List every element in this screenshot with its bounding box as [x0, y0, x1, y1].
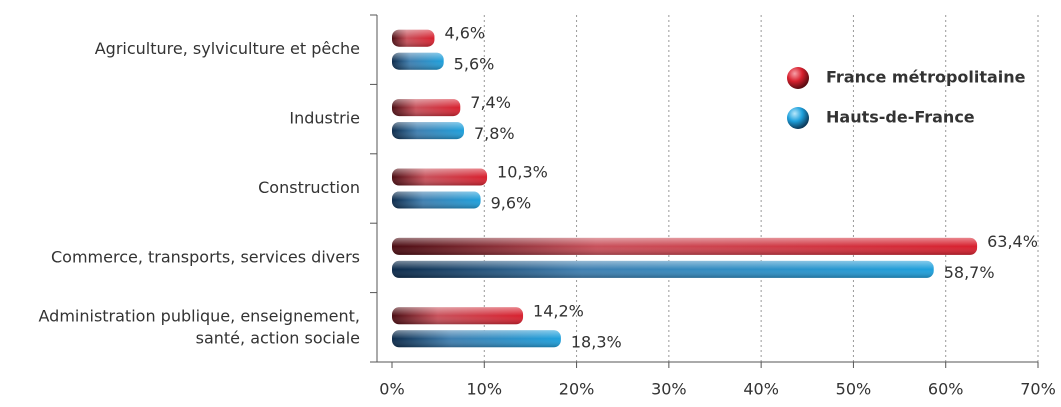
- bar: [392, 99, 461, 117]
- x-tick-label: 50%: [836, 380, 872, 399]
- bar: [392, 122, 464, 140]
- x-tick-label: 0%: [379, 380, 404, 399]
- legend-label: Hauts-de-France: [826, 108, 975, 127]
- bar: [392, 237, 978, 255]
- bar: [392, 168, 488, 186]
- data-label: 14,2%: [533, 301, 584, 320]
- x-tick-label: 10%: [467, 380, 503, 399]
- legend: France métropolitaine Hauts-de-France: [787, 67, 1026, 129]
- data-label: 10,3%: [497, 163, 548, 182]
- data-label: 58,7%: [944, 263, 995, 282]
- data-label: 18,3%: [571, 332, 622, 351]
- y-tick-label: Construction: [258, 178, 360, 197]
- y-tick-label: Commerce, transports, services divers: [51, 247, 360, 266]
- data-label: 7,8%: [474, 124, 515, 143]
- data-label: 9,6%: [491, 194, 532, 213]
- data-label: 5,6%: [454, 55, 495, 74]
- bar: [392, 52, 444, 70]
- x-tick-label: 20%: [559, 380, 595, 399]
- legend-marker: [787, 67, 809, 89]
- x-tick-label: 30%: [651, 380, 687, 399]
- x-tick-label: 40%: [743, 380, 779, 399]
- bar: [392, 330, 561, 348]
- bar: [392, 29, 435, 47]
- bar: [392, 191, 481, 209]
- y-tick-label: Administration publique, enseignement, sa…: [39, 306, 361, 347]
- y-tick-label: Industrie: [289, 109, 360, 128]
- x-tick-label: 60%: [928, 380, 964, 399]
- y-tick-label: Agriculture, sylviculture et pêche: [95, 39, 360, 58]
- legend-marker: [787, 107, 809, 129]
- bar: [392, 307, 524, 325]
- x-tick-label: 70%: [1020, 380, 1056, 399]
- data-label: 4,6%: [444, 24, 485, 43]
- data-label: 63,4%: [987, 232, 1038, 251]
- data-label: 7,4%: [470, 93, 511, 112]
- legend-label: France métropolitaine: [826, 68, 1026, 87]
- bar: [392, 260, 934, 278]
